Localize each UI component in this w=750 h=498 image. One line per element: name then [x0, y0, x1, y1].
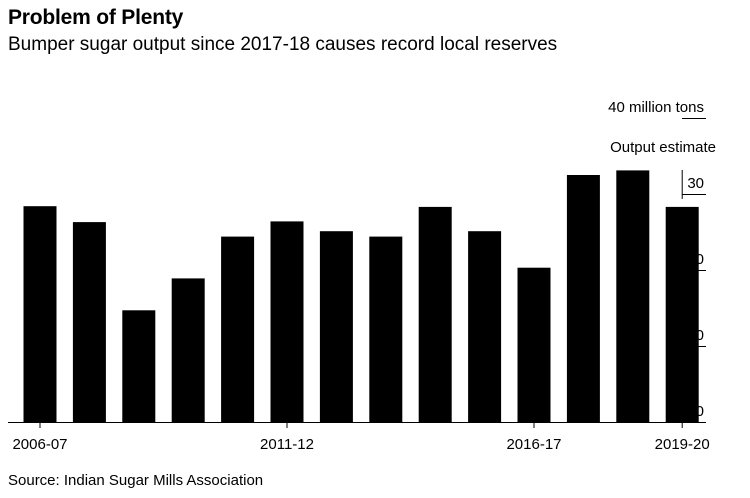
bar-2011-12: [270, 221, 304, 422]
bar-2009-10: [171, 278, 205, 422]
bar-2012-13: [319, 231, 353, 422]
bar-2013-14: [369, 236, 403, 422]
y-tick-label-40: 40 million tons: [608, 99, 704, 116]
y-tick-label-0: 0: [696, 403, 704, 420]
x-tick-label-2006-07: 2006-07: [12, 436, 67, 453]
bar-2017-18: [566, 175, 600, 422]
x-tick-label-2011-12: 2011-12: [260, 436, 314, 453]
bar-2018-19: [616, 170, 650, 422]
bar-2014-15: [418, 206, 452, 422]
source-note: Source: Indian Sugar Mills Association: [8, 472, 264, 489]
output-estimate-annotation: Output estimate: [610, 139, 716, 156]
y-tick-label-10: 10: [687, 327, 704, 344]
bar-2019-20: [665, 206, 699, 422]
chart-title: Problem of Plenty: [8, 6, 184, 29]
y-tick-label-20: 20: [687, 251, 704, 268]
bar-2016-17: [517, 267, 551, 422]
chart-subtitle: Bumper sugar output since 2017-18 causes…: [8, 34, 558, 55]
bar-2006-07: [23, 206, 57, 422]
bar-2010-11: [221, 236, 255, 422]
bar-2008-09: [122, 310, 156, 422]
bar-2007-08: [72, 222, 106, 422]
x-tick-label-2019-20: 2019-20: [655, 436, 710, 453]
x-tick-label-2016-17: 2016-17: [506, 436, 561, 453]
y-tick-label-30: 30: [687, 175, 704, 192]
bar-2015-16: [468, 231, 502, 422]
